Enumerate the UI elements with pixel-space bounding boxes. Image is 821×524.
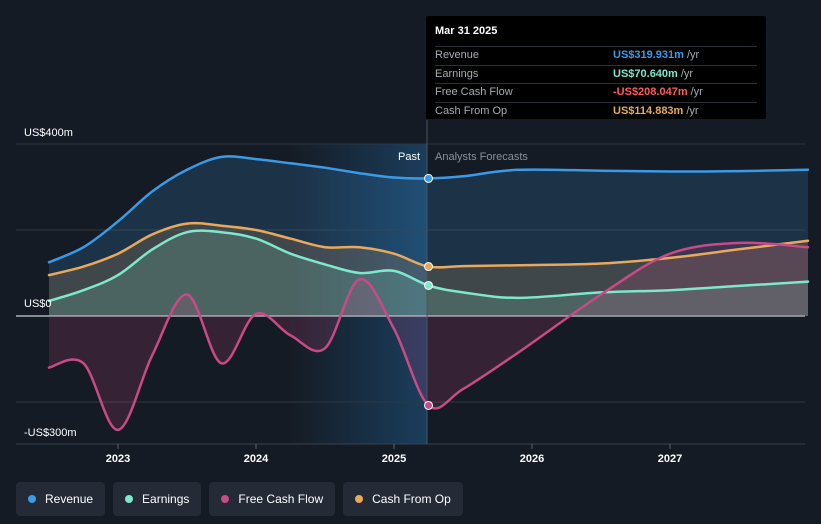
tooltip-value: US$319.931m (613, 49, 684, 61)
x-tick-label: 2023 (106, 453, 130, 465)
free-cash-flow-area (49, 242, 808, 430)
earnings-area (49, 230, 808, 316)
legend-item-earnings[interactable]: Earnings (113, 482, 202, 516)
legend-item-cash-from-op[interactable]: Cash From Op (343, 482, 463, 516)
earnings-line (47, 229, 810, 303)
tooltip-unit: /yr (680, 67, 694, 80)
y-axis-label-bottom: -US$300m (24, 427, 77, 439)
series-lines (47, 155, 810, 432)
gridlines (16, 143, 805, 445)
tooltip-unit: /yr (690, 86, 703, 98)
tooltip-label: Earnings (435, 67, 479, 80)
x-tick-label: 2024 (244, 453, 269, 465)
tooltip-value: US$114.883m (613, 104, 684, 117)
legend: Revenue Earnings Free Cash Flow Cash Fro… (16, 482, 463, 516)
legend-label: Cash From Op (372, 492, 451, 506)
tooltip-label: Free Cash Flow (435, 86, 513, 98)
free-cash-flow-marker (424, 400, 433, 410)
tooltip-row-revenue: Revenue US$319.931m /yr (435, 46, 757, 65)
tooltip-value: US$70.640m (613, 67, 678, 80)
past-highlight-band (289, 144, 427, 444)
x-axis-ticks: 2023 2024 2025 2026 2027 (106, 444, 682, 465)
cash-from-op-line (47, 221, 810, 277)
legend-item-revenue[interactable]: Revenue (16, 482, 106, 516)
series-areas (49, 156, 808, 430)
revenue-area (49, 156, 808, 316)
x-tick-label: 2027 (658, 453, 682, 465)
legend-label: Free Cash Flow (238, 492, 324, 506)
legend-dot-icon (221, 495, 230, 503)
tooltip-value: -US$208.047m (613, 86, 688, 98)
tooltip-date: Mar 31 2025 (435, 25, 498, 37)
past-label: Past (398, 151, 420, 163)
free-cash-flow-line (47, 241, 810, 432)
tooltip-row-earnings: Earnings US$70.640m /yr (435, 64, 757, 84)
tooltip-markers (424, 173, 433, 410)
tooltip-label: Revenue (435, 49, 480, 61)
revenue-line (47, 155, 810, 264)
tooltip-row-cash-from-op: Cash From Op US$114.883m /yr (435, 101, 757, 121)
cash-from-op-marker (424, 262, 433, 272)
x-tick-label: 2026 (520, 453, 544, 465)
y-axis-label-zero: US$0 (24, 298, 52, 310)
revenue-marker (424, 173, 433, 183)
legend-dot-icon (125, 495, 134, 503)
tooltip: Mar 31 2025 Revenue US$319.931m /yr Earn… (426, 16, 766, 119)
x-tick-label: 2025 (382, 453, 406, 465)
legend-label: Revenue (45, 492, 94, 506)
tooltip-unit: /yr (686, 104, 699, 117)
forecast-label: Analysts Forecasts (435, 151, 528, 163)
earnings-marker (424, 280, 433, 290)
tooltip-unit: /yr (686, 49, 700, 61)
legend-item-free-cash-flow[interactable]: Free Cash Flow (209, 482, 336, 516)
y-axis-label-top: US$400m (24, 127, 73, 139)
legend-dot-icon (355, 495, 364, 503)
legend-dot-icon (28, 495, 36, 503)
legend-label: Earnings (142, 492, 190, 506)
tooltip-row-free-cash-flow: Free Cash Flow -US$208.047m /yr (435, 83, 757, 102)
tooltip-label: Cash From Op (435, 104, 508, 117)
